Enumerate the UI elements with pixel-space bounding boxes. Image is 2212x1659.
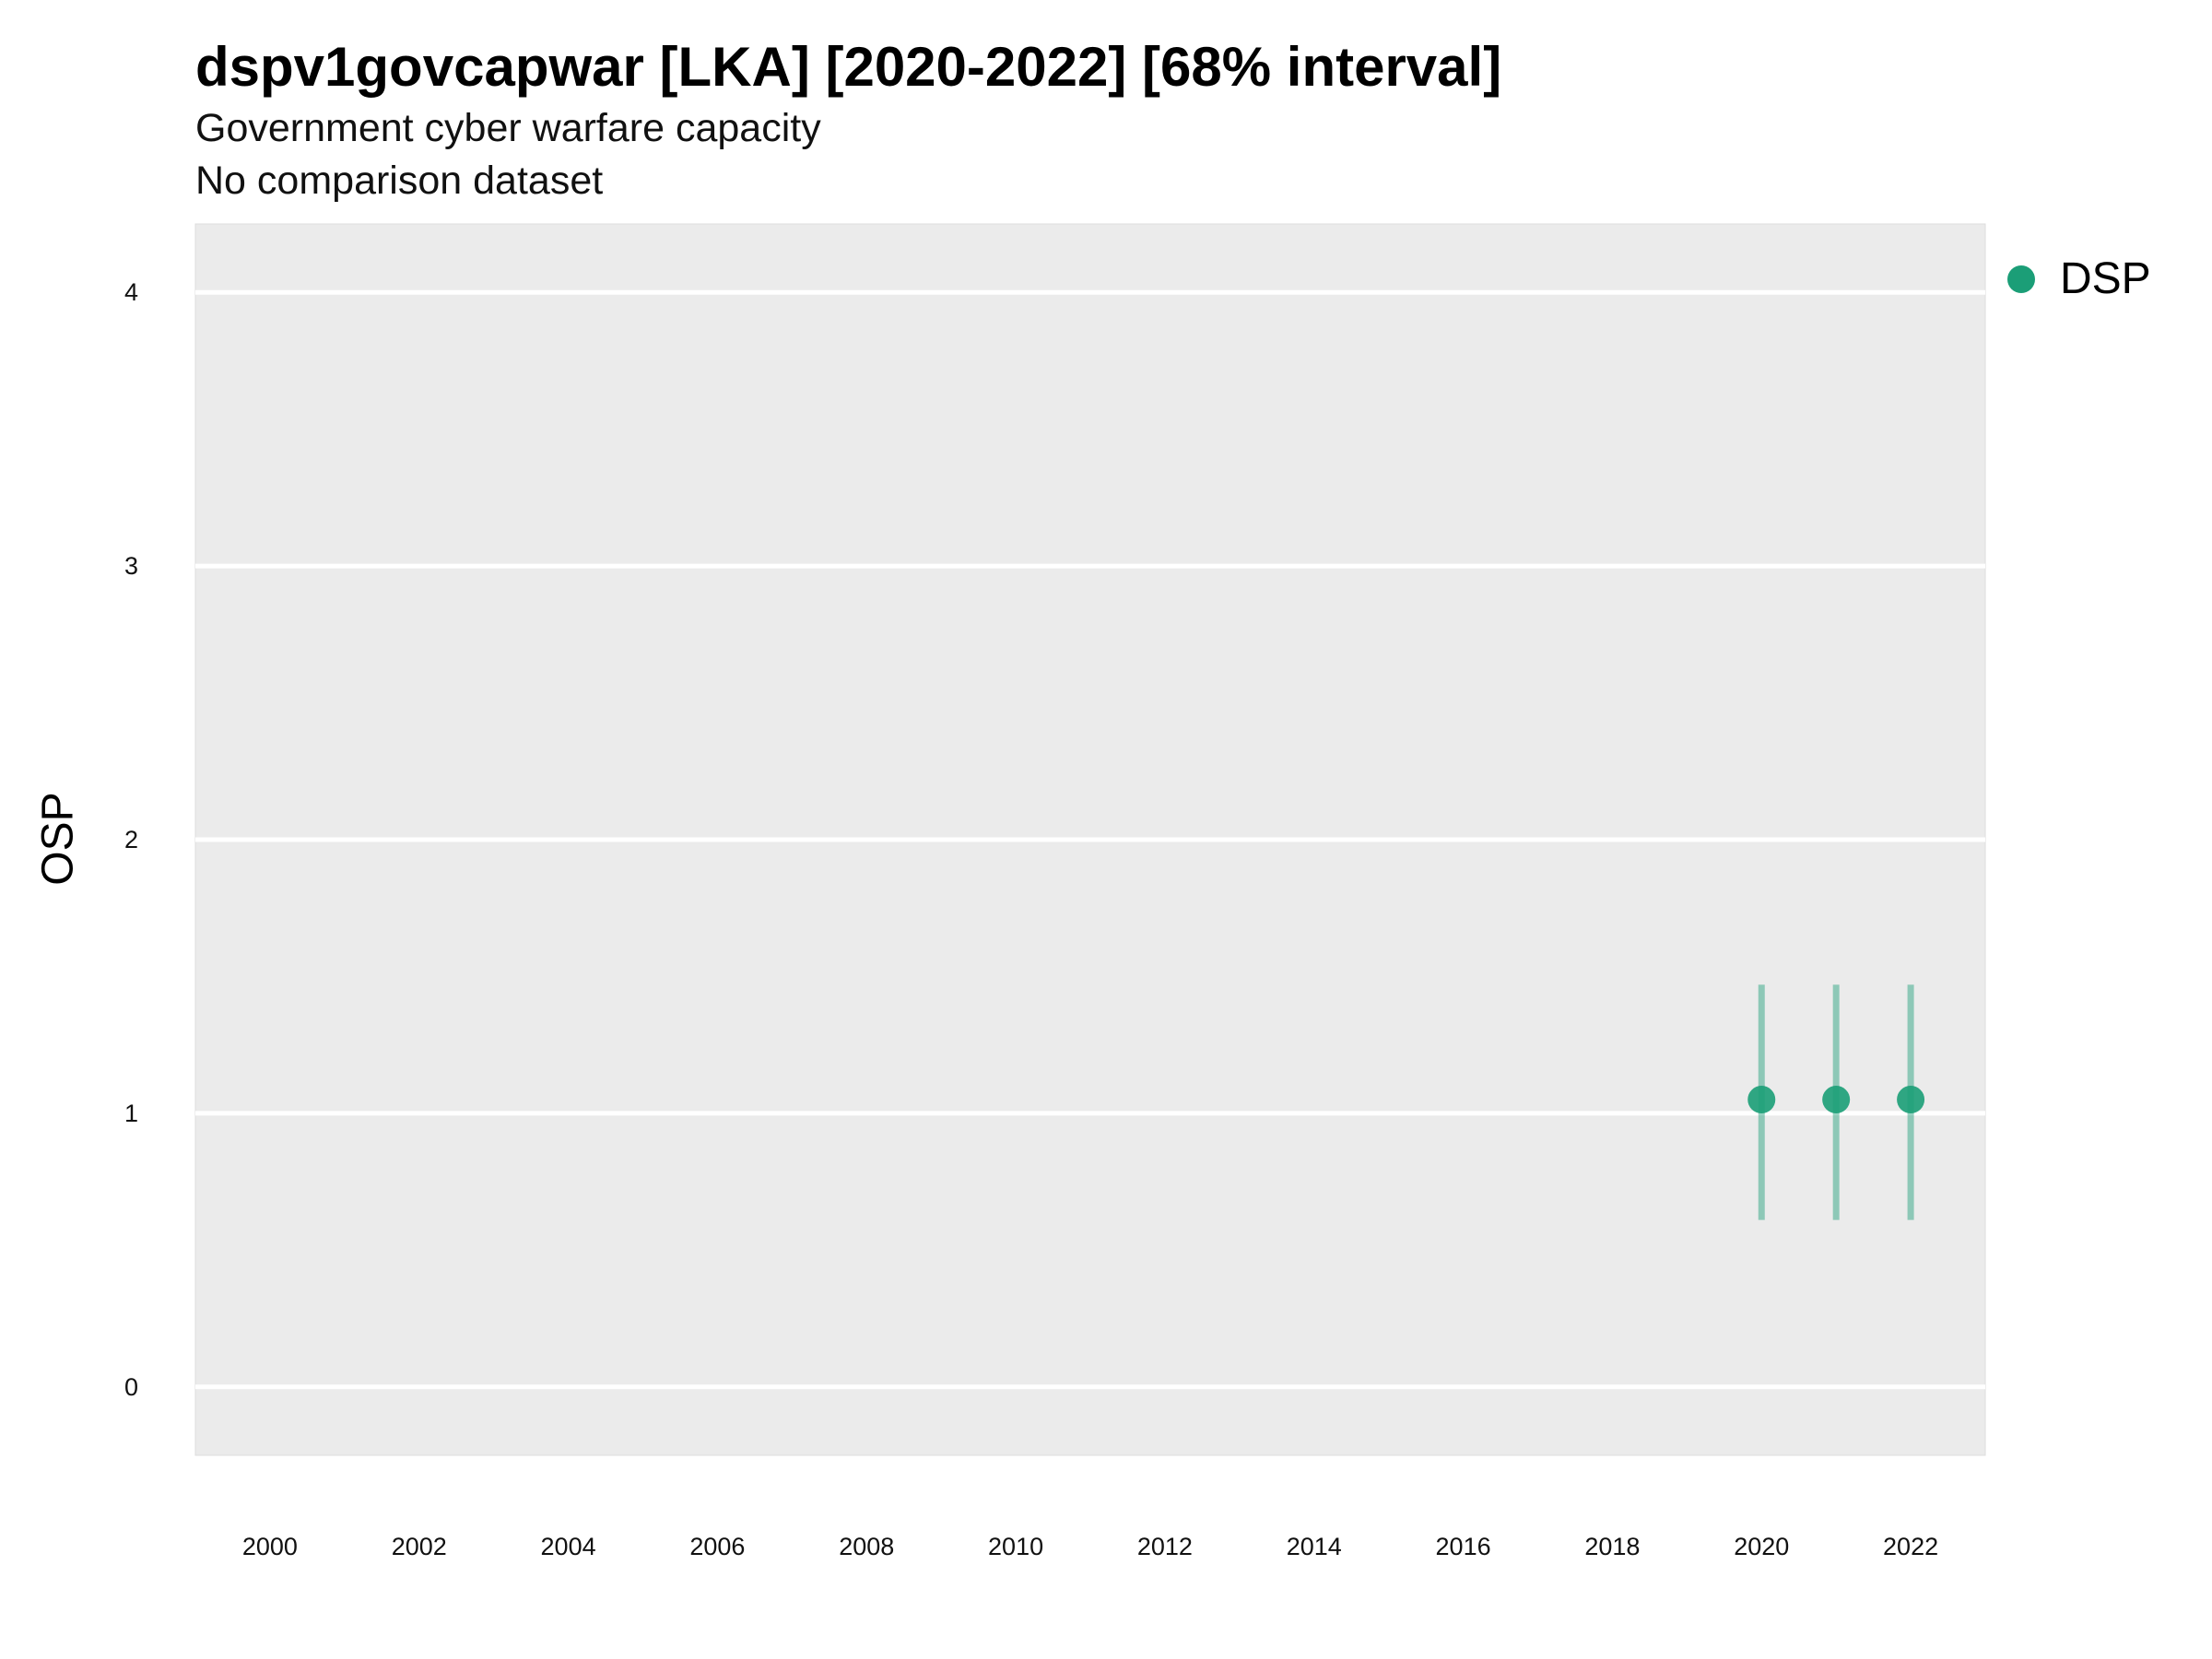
legend-label: DSP (2060, 254, 2151, 303)
data-point (1822, 1086, 1851, 1114)
y-tick-label: 4 (124, 278, 138, 306)
x-tick-label: 2022 (1883, 1533, 1938, 1560)
x-tick-label: 2004 (541, 1533, 596, 1560)
y-tick-label: 0 (124, 1373, 138, 1401)
x-tick-label: 2008 (839, 1533, 894, 1560)
data-point (1897, 1086, 1925, 1114)
x-tick-label: 2014 (1287, 1533, 1342, 1560)
data-point (1747, 1086, 1776, 1114)
chart-title: dspv1govcapwar [LKA] [2020-2022] [68% in… (195, 36, 1502, 98)
legend-swatch (2007, 265, 2035, 293)
x-tick-label: 2010 (988, 1533, 1043, 1560)
x-tick-label: 2020 (1734, 1533, 1789, 1560)
x-tick-label: 2006 (689, 1533, 745, 1560)
legend: DSP (2007, 253, 2151, 304)
x-tick-label: 2012 (1137, 1533, 1193, 1560)
x-tick-label: 2000 (242, 1533, 298, 1560)
x-tick-label: 2016 (1436, 1533, 1491, 1560)
x-tick-label: 2018 (1584, 1533, 1640, 1560)
chart-subtitle: Government cyber warfare capacity (195, 106, 821, 150)
chart-subtitle-secondary: No comparison dataset (195, 159, 604, 203)
y-tick-label: 3 (124, 552, 138, 580)
y-tick-label: 2 (124, 826, 138, 853)
y-tick-label: 1 (124, 1100, 138, 1127)
x-tick-label: 2002 (392, 1533, 447, 1560)
